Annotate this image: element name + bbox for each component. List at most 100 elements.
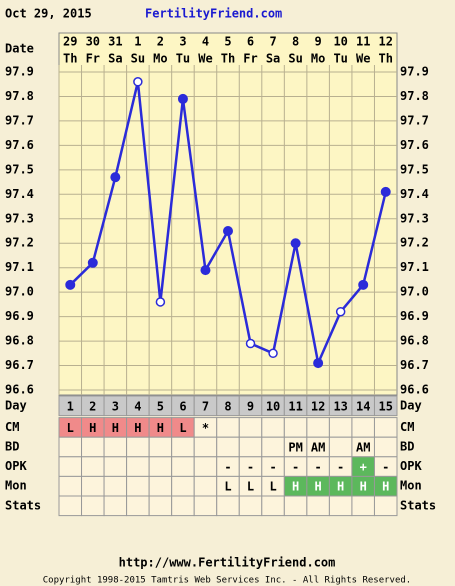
- weekday-label: Th: [221, 52, 235, 66]
- x-tick-label: 30: [86, 35, 100, 49]
- x-tick-label: 8: [292, 35, 299, 49]
- temperature-point: [335, 306, 346, 317]
- row-cell: [103, 456, 128, 477]
- row-cell: [351, 495, 375, 517]
- y-tick-label-right: 96.9: [400, 309, 429, 323]
- footer-url: http://www.FertilityFriend.com: [119, 556, 336, 570]
- cell-text: 14: [356, 399, 370, 413]
- row-cell: [328, 417, 353, 438]
- row-cell: [171, 456, 195, 477]
- y-tick-label-right: 97.6: [400, 138, 429, 152]
- cell-text: 12: [311, 399, 325, 413]
- y-tick-label-right: 97.2: [400, 236, 429, 250]
- y-tick-label-right: 97.8: [400, 89, 429, 103]
- row-cell: [126, 456, 150, 477]
- row-cell: [193, 436, 218, 458]
- temperature-point: [245, 338, 256, 349]
- y-tick-label: 96.8: [5, 334, 34, 348]
- cell-text: 1: [67, 399, 74, 413]
- row-label: OPK: [5, 459, 27, 473]
- cell-text: H: [89, 421, 96, 435]
- row-cell: [126, 495, 150, 517]
- row-cell: [58, 475, 83, 497]
- weekday-label: Su: [131, 52, 145, 66]
- temperature-point: [313, 358, 324, 369]
- row-cell: [58, 436, 83, 458]
- y-tick-label-right: 97.0: [400, 285, 429, 299]
- plot-background: [58, 32, 398, 396]
- copyright: Copyright 1998-2015 Tamtris Web Services…: [43, 576, 411, 586]
- y-tick-label: 97.0: [5, 285, 34, 299]
- cell-text: H: [112, 421, 119, 435]
- cell-text: *: [202, 421, 209, 435]
- cell-text: 6: [179, 399, 186, 413]
- temperature-point: [87, 257, 98, 268]
- cell-text: 7: [202, 399, 209, 413]
- weekday-label: Tu: [176, 52, 190, 66]
- cell-text: H: [292, 480, 299, 494]
- cell-text: L: [269, 480, 276, 494]
- cell-text: H: [157, 421, 164, 435]
- y-tick-label: 97.8: [5, 89, 34, 103]
- row-cell: [103, 436, 128, 458]
- weekday-label: Fr: [86, 52, 100, 66]
- x-tick-label: 2: [157, 35, 164, 49]
- weekday-label: Sa: [266, 52, 280, 66]
- row-cell: [81, 456, 105, 477]
- y-tick-label-right: 97.9: [400, 65, 429, 79]
- row-cell: [81, 436, 105, 458]
- cell-text: -: [315, 460, 322, 474]
- y-tick-label: 96.9: [5, 309, 34, 323]
- row-cell: [58, 456, 83, 477]
- y-tick-label: 96.7: [5, 358, 34, 372]
- cell-text: 2: [89, 399, 96, 413]
- x-axis-label: Date: [5, 42, 34, 56]
- cell-text: 15: [379, 399, 393, 413]
- y-tick-label-right: 97.1: [400, 260, 429, 274]
- row-cell: [193, 495, 218, 517]
- cell-text: -: [292, 460, 299, 474]
- row-cell: [306, 417, 330, 438]
- row-cell: [193, 456, 218, 477]
- y-tick-label: 97.3: [5, 211, 34, 225]
- row-label-right: BD: [400, 440, 414, 454]
- cell-text: 9: [247, 399, 254, 413]
- temperature-point: [268, 348, 278, 359]
- cell-text: 4: [134, 399, 141, 413]
- cell-text: H: [315, 480, 322, 494]
- cell-text: 5: [157, 399, 164, 413]
- row-cell: [373, 395, 398, 417]
- y-tick-label: 97.9: [5, 65, 34, 79]
- row-label-right: Stats: [400, 498, 436, 512]
- cell-text: +: [360, 460, 367, 474]
- cell-text: PM: [288, 441, 302, 455]
- cell-text: AM: [356, 441, 370, 455]
- cell-text: -: [337, 460, 344, 474]
- row-cell: [126, 436, 150, 458]
- row-cell: [328, 436, 353, 458]
- y-tick-label: 97.6: [5, 138, 34, 152]
- row-cell: [306, 495, 330, 517]
- row-label-right: Day: [400, 398, 422, 412]
- cell-text: -: [247, 460, 254, 474]
- row-cell: [148, 456, 173, 477]
- weekday-label: Sa: [108, 52, 122, 66]
- y-tick-label: 97.1: [5, 260, 34, 274]
- row-cell: [373, 495, 398, 517]
- row-cell: [103, 495, 128, 517]
- weekday-label: We: [198, 52, 212, 66]
- weekday-label: Fr: [243, 52, 257, 66]
- temperature-point: [200, 265, 211, 276]
- x-tick-label: 4: [202, 35, 209, 49]
- cell-text: -: [269, 460, 276, 474]
- temperature-point: [133, 77, 143, 87]
- y-tick-label: 97.2: [5, 236, 34, 250]
- cell-text: H: [337, 480, 344, 494]
- row-label: CM: [5, 420, 19, 434]
- row-cell: [148, 475, 173, 497]
- row-cell: [81, 495, 105, 517]
- weekday-label: Su: [288, 52, 302, 66]
- cell-text: 10: [266, 399, 280, 413]
- row-label: BD: [5, 440, 19, 454]
